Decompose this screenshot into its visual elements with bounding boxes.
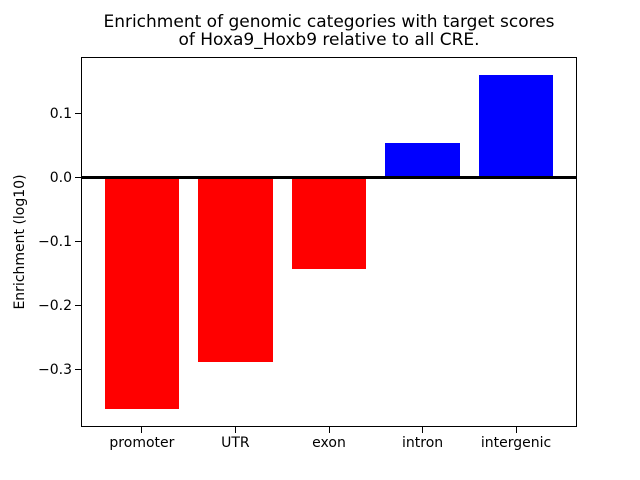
y-tick-mark (75, 241, 81, 243)
x-tick-label-intergenic: intergenic (480, 435, 552, 451)
chart-title-line2: of Hoxa9_Hoxb9 relative to all CRE. (178, 30, 480, 50)
y-tick-label: −0.1 (38, 233, 72, 250)
x-tick-mark (515, 427, 517, 433)
x-tick-mark (141, 427, 143, 433)
bar-intergenic (478, 74, 554, 178)
bar-UTR (198, 177, 273, 362)
y-tick-mark (75, 113, 81, 115)
bar-intron (385, 143, 460, 178)
chart-title: Enrichment of genomic categories with ta… (82, 13, 576, 49)
y-tick-label: 0.1 (49, 105, 72, 122)
x-tick-label-promoter: promoter (109, 435, 175, 451)
y-tick-mark (75, 305, 81, 307)
bar-exon (291, 177, 367, 269)
y-tick-label: −0.2 (38, 297, 72, 314)
x-tick-label-exon: exon (312, 435, 346, 451)
y-tick-label: 0.0 (49, 169, 72, 186)
x-tick-mark (328, 427, 330, 433)
x-tick-label-intron: intron (402, 435, 444, 451)
x-tick-mark (234, 427, 236, 433)
x-tick-mark (422, 427, 424, 433)
chart-title-line1: Enrichment of genomic categories with ta… (103, 12, 555, 32)
y-tick-label: −0.3 (38, 361, 72, 378)
y-tick-mark (75, 369, 81, 371)
zero-line (82, 176, 576, 180)
bar-promoter (104, 177, 180, 410)
y-tick-mark (75, 177, 81, 179)
x-tick-label-UTR: UTR (221, 435, 250, 451)
plot-area: 0.1 0.0 −0.1 −0.2 −0.3 promoter UTR exon intron i… (38, 58, 576, 451)
